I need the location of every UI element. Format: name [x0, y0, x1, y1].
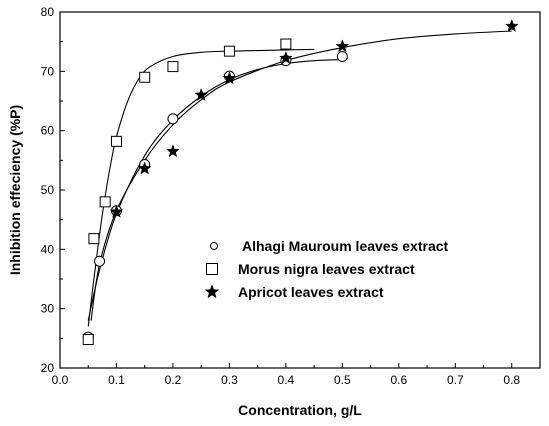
marker-alhagi — [167, 113, 179, 125]
marker-apricot — [504, 19, 519, 33]
legend-marker-morus — [206, 263, 218, 275]
legend-label-alhagi: Alhagi Mauroum leaves extract — [242, 238, 449, 254]
legend-marker-alhagi — [210, 242, 218, 250]
data-markers — [82, 19, 519, 346]
legend-marker-apricot — [204, 284, 220, 299]
axis-ticks: 0.0 0.1 0.2 0.3 0.4 0.5 0.6 0.7 0.8 20 30 40 50 60 70 8… — [41, 5, 521, 387]
y-tick-label: 70 — [41, 64, 55, 78]
legend-symbol-square — [206, 263, 218, 275]
x-tick-label: 0.0 — [52, 373, 69, 387]
y-tick-label: 30 — [41, 302, 55, 316]
y-tick-label: 50 — [41, 183, 55, 197]
legend-symbol-star — [204, 284, 220, 299]
marker-morus — [280, 38, 292, 50]
marker-apricot — [222, 71, 237, 85]
marker-morus — [223, 45, 235, 57]
y-tick-label: 60 — [41, 124, 55, 138]
x-tick-label: 0.4 — [278, 373, 295, 387]
marker-morus — [99, 196, 111, 208]
marker-apricot — [279, 51, 293, 65]
y-tick-label: 40 — [41, 242, 55, 256]
x-tick-label: 0.5 — [334, 373, 351, 387]
marker-alhagi — [94, 255, 106, 267]
marker-morus — [139, 71, 151, 83]
marker-apricot — [335, 39, 350, 53]
fit-curves — [87, 30, 512, 327]
legend: Alhagi Mauroum leaves extract Morus nigr… — [204, 238, 449, 300]
marker-apricot — [194, 87, 209, 101]
marker-morus — [167, 61, 179, 73]
y-axis-title: Inhibition effeciency (%P) — [7, 105, 23, 275]
x-tick-label: 0.8 — [503, 373, 520, 387]
marker-morus — [82, 334, 94, 346]
x-tick-label: 0.1 — [108, 373, 125, 387]
x-axis-title: Concentration, g/L — [238, 402, 362, 418]
x-tick-label: 0.7 — [447, 373, 464, 387]
marker-apricot — [137, 161, 152, 175]
legend-label-apricot: Apricot leaves extract — [238, 284, 384, 300]
marker-apricot — [166, 144, 180, 158]
marker-alhagi — [336, 51, 348, 62]
legend-label-morus: Morus nigra leaves extract — [238, 261, 415, 277]
marker-morus — [110, 135, 122, 147]
x-tick-label: 0.6 — [390, 373, 407, 387]
x-tick-label: 0.3 — [221, 373, 238, 387]
marker-apricot — [109, 204, 124, 218]
legend-symbol-circle — [210, 242, 218, 250]
plot-frame — [59, 11, 541, 369]
x-tick-label: 0.2 — [165, 373, 182, 387]
fit-curve-apricot — [90, 30, 512, 321]
y-tick-label: 80 — [41, 5, 55, 19]
y-tick-label: 20 — [41, 361, 55, 375]
marker-morus — [88, 233, 100, 245]
